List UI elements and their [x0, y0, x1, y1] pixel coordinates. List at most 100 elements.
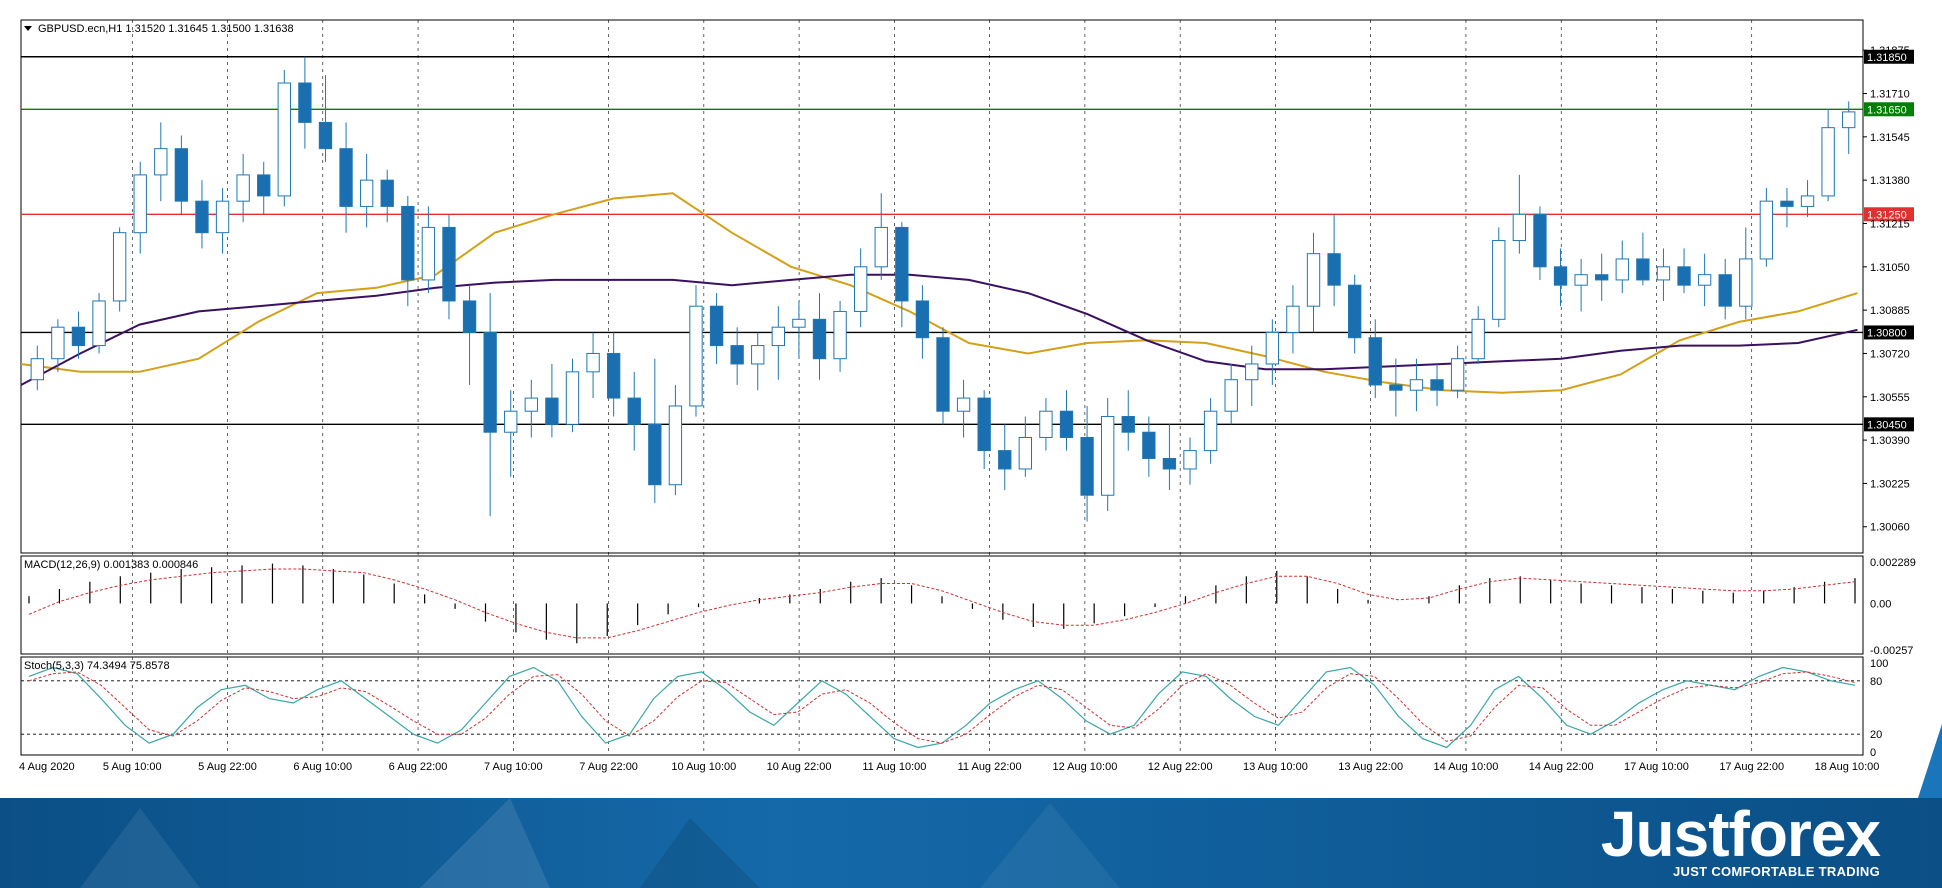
brand-tagline: JUST COMFORTABLE TRADING — [1672, 864, 1880, 879]
candle-body — [977, 397, 991, 452]
candle-body — [174, 148, 189, 202]
candle-body — [1492, 240, 1506, 320]
moving-average-line — [20, 192, 1858, 394]
level-price-tag — [1864, 417, 1914, 432]
candle-body — [853, 266, 868, 312]
level-price-label: 1.31850 — [1867, 52, 1907, 64]
level-price-tag — [1864, 102, 1914, 117]
candle-body — [1677, 266, 1691, 286]
candle-body — [462, 300, 477, 333]
candle-body — [895, 226, 909, 302]
candle-body — [1656, 266, 1671, 281]
decor-shape — [420, 798, 550, 888]
candle-body — [1286, 305, 1300, 333]
time-label: 11 Aug 22:00 — [958, 761, 1022, 773]
time-label: 18 Aug 10:00 — [1815, 761, 1880, 773]
candle-body — [1471, 318, 1485, 360]
candle-body — [565, 371, 580, 425]
time-label: 7 Aug 22:00 — [579, 761, 638, 773]
candle-body — [71, 326, 86, 347]
candle-body — [586, 352, 600, 373]
candle-body — [874, 226, 888, 268]
candle-body — [112, 232, 127, 302]
candle-body — [1595, 274, 1609, 281]
time-label: 6 Aug 22:00 — [389, 761, 448, 773]
macd-tick-label: 0.002289 — [1870, 557, 1916, 569]
candle-body — [133, 174, 147, 234]
candle-body — [215, 200, 230, 234]
candle-body — [771, 326, 786, 347]
candle-body — [1327, 253, 1341, 286]
candle-body — [1409, 379, 1424, 391]
candle-body — [504, 410, 518, 433]
price-tick-label: 1.30390 — [1870, 435, 1910, 447]
time-label: 12 Aug 22:00 — [1148, 761, 1213, 773]
time-label: 4 Aug 2020 — [19, 761, 75, 773]
time-label: 12 Aug 10:00 — [1052, 761, 1117, 773]
time-label: 10 Aug 22:00 — [767, 761, 832, 773]
candle-body — [1759, 200, 1774, 260]
price-tick-label: 1.30060 — [1870, 522, 1910, 534]
time-label: 5 Aug 22:00 — [198, 761, 257, 773]
level-price-label: 1.31250 — [1867, 209, 1907, 221]
time-label: 17 Aug 22:00 — [1719, 761, 1784, 773]
time-label: 11 Aug 10:00 — [862, 761, 926, 773]
candle-body — [1615, 258, 1629, 281]
decor-shape — [980, 803, 1120, 888]
candle-body — [401, 205, 415, 281]
candles — [30, 56, 1856, 522]
candle-body — [792, 318, 806, 328]
price-tick-label: 1.31215 — [1870, 218, 1910, 230]
candle-body — [1574, 274, 1588, 286]
macd-indicator: 0.002289 0.00 -0.00257 — [28, 557, 1916, 657]
time-label: 10 Aug 10:00 — [671, 761, 736, 773]
time-axis: 4 Aug 2020 5 Aug 10:00 5 Aug 22:00 6 Aug 10… — [19, 761, 1879, 773]
macd-panel-frame — [20, 555, 1864, 655]
candle-body — [1389, 384, 1403, 391]
level-price-label: 1.30800 — [1867, 327, 1907, 339]
stoch-main-line — [28, 666, 1856, 749]
macd-tick-label: 0.00 — [1870, 598, 1891, 610]
time-label: 17 Aug 10:00 — [1624, 761, 1689, 773]
candle-body — [257, 174, 271, 197]
stoch-tick-label: 80 — [1870, 676, 1882, 688]
candle-body — [421, 226, 436, 281]
candle-body — [689, 305, 703, 407]
candle-body — [339, 148, 353, 207]
candle-body — [1142, 431, 1156, 459]
candle-body — [648, 423, 662, 486]
candle-body — [1080, 436, 1094, 496]
price-tick-label: 1.30555 — [1870, 392, 1910, 404]
collapse-triangle-icon[interactable] — [24, 26, 32, 31]
candle-body — [1636, 258, 1650, 281]
candle-body — [359, 179, 374, 207]
candle-body — [627, 397, 641, 425]
candle-body — [1739, 258, 1753, 307]
time-label: 13 Aug 22:00 — [1338, 761, 1403, 773]
candle-body — [1780, 200, 1794, 207]
stoch-tick-label: 0 — [1870, 747, 1876, 759]
candle-body — [154, 148, 168, 176]
time-label: 14 Aug 10:00 — [1434, 761, 1499, 773]
price-tick-label: 1.31050 — [1870, 262, 1910, 274]
stochastic-indicator: 100 80 20 0 — [21, 658, 1888, 759]
horizontal-levels: 1.31850 1.31650 1.31250 1.30800 1.30450 — [21, 49, 1914, 432]
price-tick-label: 1.31875 — [1870, 45, 1910, 57]
price-chart[interactable]: 1.31850 1.31650 1.31250 1.30800 1.30450 0.00… — [0, 0, 1942, 798]
level-price-label: 1.31650 — [1867, 104, 1907, 116]
candle-body — [1800, 195, 1815, 207]
candle-body — [1821, 127, 1835, 197]
price-axis: 1.31875 1.31710 1.31545 1.31380 1.31215 1.310… — [1863, 45, 1910, 534]
candle-body — [1512, 213, 1527, 242]
time-label: 7 Aug 10:00 — [484, 761, 543, 773]
time-label: 5 Aug 10:00 — [103, 761, 162, 773]
candle-body — [30, 358, 44, 381]
candle-body — [1039, 410, 1053, 438]
candle-body — [195, 200, 209, 234]
macd-label: MACD(12,26,9) 0.001383 0.000846 — [24, 559, 198, 571]
candle-body — [1553, 266, 1568, 286]
candle-body — [1533, 213, 1547, 268]
candle-body — [1718, 274, 1732, 307]
candle-body — [483, 331, 497, 433]
candle-body — [1697, 274, 1712, 286]
